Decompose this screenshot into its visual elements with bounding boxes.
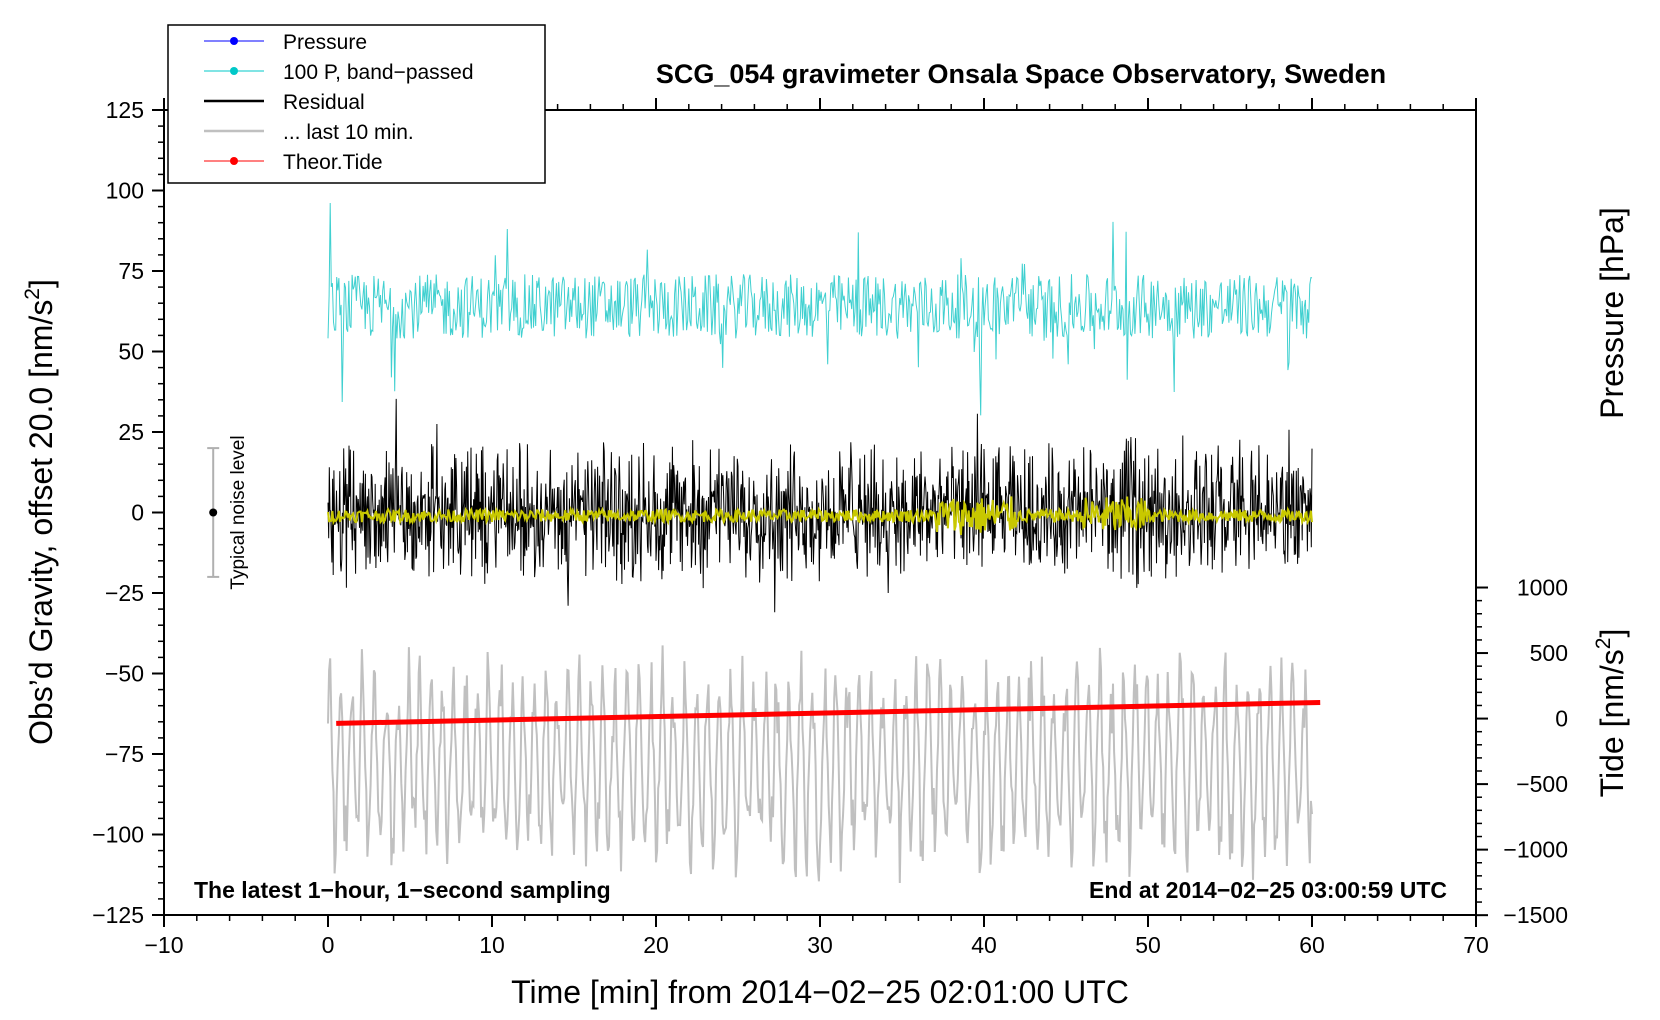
tide-tick-label: −1500 <box>1503 902 1568 928</box>
x-tick-label: −10 <box>144 932 183 958</box>
series-residual-line <box>327 398 1313 613</box>
tide-tick-label: −500 <box>1516 771 1568 797</box>
tide-tick-label: 1000 <box>1517 575 1568 601</box>
legend-label: Theor.Tide <box>283 151 383 174</box>
y-tick-label: −50 <box>105 661 144 687</box>
noise-level-indicator: Typical noise level <box>207 435 249 590</box>
y-tick-label: 125 <box>106 97 144 123</box>
x-tick-label: 60 <box>1299 932 1325 958</box>
legend-label: 100 P, band−passed <box>283 61 474 84</box>
x-tick-label: 10 <box>479 932 505 958</box>
legend-label: ... last 10 min. <box>283 121 414 144</box>
chart-title: SCG_054 gravimeter Onsala Space Observat… <box>656 59 1386 89</box>
annotation-right: End at 2014−02−25 03:00:59 UTC <box>1089 877 1447 903</box>
annotation-left: The latest 1−hour, 1−second sampling <box>194 877 611 903</box>
x-tick-label: 0 <box>322 932 335 958</box>
x-tick-label: 40 <box>971 932 997 958</box>
y-tick-label: −25 <box>105 580 144 606</box>
y-tick-label: 100 <box>106 178 144 204</box>
noise-bar-dot <box>209 508 218 517</box>
x-axis-title: Time [min] from 2014−02−25 02:01:00 UTC <box>511 974 1129 1010</box>
legend-marker <box>230 67 238 75</box>
axes-layer: −10 0 10 20 30 40 50 60 70−125−100−75−50−2502550… <box>92 97 1568 958</box>
noise-bar-label: Typical noise level <box>228 435 249 589</box>
legend-label: Pressure <box>283 31 367 54</box>
y-tick-label: 0 <box>131 500 144 526</box>
tide-tick-label: 500 <box>1530 640 1568 666</box>
x-tick-label: 50 <box>1135 932 1161 958</box>
y-tick-label: −100 <box>92 822 144 848</box>
y-axis-title-left: Obs’d Gravity, offset 20.0 [nm/s2] <box>21 279 59 745</box>
y-tick-label: −75 <box>105 741 144 767</box>
legend-marker <box>230 37 238 45</box>
legend-label: Residual <box>283 91 365 114</box>
legend-marker <box>230 157 238 165</box>
series-last10min-line <box>327 645 1313 884</box>
x-tick-label: 30 <box>807 932 833 958</box>
series-tide-line <box>336 699 1321 726</box>
y-tick-label: 25 <box>118 419 144 445</box>
tide-tick-label: −1000 <box>1503 837 1568 863</box>
series-bandpassed-line <box>327 202 1313 416</box>
y-tick-label: −125 <box>92 902 144 928</box>
y-tick-label: 50 <box>118 339 144 365</box>
series-layer <box>327 202 1321 884</box>
legend-box <box>167 24 546 184</box>
x-tick-label: 70 <box>1463 932 1489 958</box>
y-axis-title-tide: Tide [nm/s2] <box>1592 629 1630 798</box>
x-tick-label: 20 <box>643 932 669 958</box>
series-residual-smoothed-line <box>327 496 1313 535</box>
y-tick-label: 75 <box>118 258 144 284</box>
legend: Pressure 100 P, band−passed Residual ... la… <box>167 24 546 184</box>
y-axis-title-pressure: Pressure [hPa] <box>1594 207 1630 419</box>
tide-tick-label: 0 <box>1555 706 1568 732</box>
